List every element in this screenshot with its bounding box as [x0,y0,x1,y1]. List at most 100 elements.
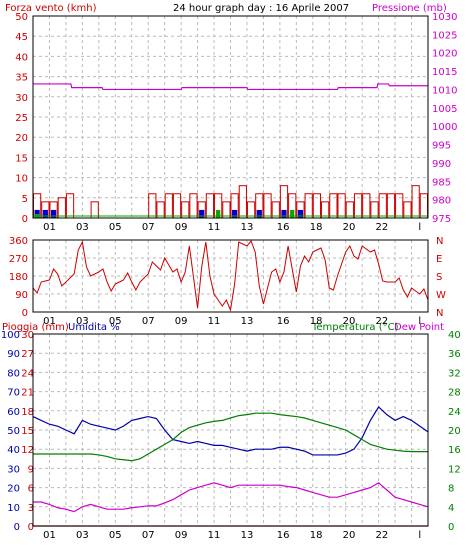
rain-tick-label: 18 [21,407,34,418]
climate-x-tick-label: 03 [76,530,89,541]
rain-tick-label: 3 [28,503,34,514]
wind-tick-label: 35 [15,73,28,84]
wind-x-tick-label: 11 [208,222,221,233]
temperature-tick-label: 32 [448,368,461,379]
temperature-line [33,412,428,462]
climate-plot-frame [32,333,429,527]
compass-label: S [436,272,442,283]
climate-x-tick-label: l [418,530,421,541]
wind-gust-bar [411,185,420,219]
rain-axis-label: Pioggia (mm) [2,322,69,333]
direction-x-tick-label: 16 [277,316,290,327]
direction-x-tick-label: l [418,316,421,327]
direction-tick-label: 90 [15,290,28,301]
pressure-tick-label: 975 [432,214,451,225]
temperature-tick-label: 40 [448,330,461,341]
direction-x-tick-label: 22 [376,316,389,327]
temperature-tick-label: 24 [448,407,461,418]
wind-tick-label: 10 [15,174,28,185]
pressure-axis-label: Pressione (mb) [372,3,447,14]
wind-calm-bar [216,209,221,218]
humidity-tick-label: 10 [7,503,20,514]
wind-tick-label: 30 [15,93,28,104]
wind-direction-line [32,240,429,312]
wind-tick-label: 25 [15,113,28,124]
humidity-axis-label: Umidita % [68,322,120,333]
direction-x-tick-label: 18 [310,316,323,327]
temperature-tick-label: 4 [448,503,454,514]
wind-x-tick-label: 18 [310,222,323,233]
wind-axis-label: Forza vento (kmh) [5,3,97,14]
climate-x-tick-label: 09 [175,530,188,541]
rain-tick-label: 30 [21,330,34,341]
temperature-tick-label: 8 [448,484,454,495]
wind-avg-bar [199,209,205,218]
rain-tick-label: 0 [28,522,34,533]
humidity-tick-label: 60 [7,407,20,418]
pressure-tick-label: 985 [432,177,451,188]
pressure-tick-label: 990 [432,159,451,170]
wind-avg-bar [232,209,238,218]
pressure-tick-label: 1005 [432,104,457,115]
direction-tick-label: 360 [9,236,28,247]
wind-tick-label: 5 [22,194,28,205]
humidity-tick-label: 30 [7,464,20,475]
compass-label: E [436,254,442,265]
wind-avg-bar [50,209,57,218]
pressure-tick-label: 1030 [432,12,457,23]
dewpoint-line [33,482,429,513]
humidity-tick-label: 50 [7,426,20,437]
wind-x-tick-label: 03 [76,222,89,233]
wind-avg-bar [297,209,304,218]
direction-x-tick-label: 20 [343,316,356,327]
temperature-tick-label: 20 [448,426,461,437]
direction-x-tick-label: 09 [175,316,188,327]
climate-x-tick-label: 13 [241,530,254,541]
wind-avg-bar [34,209,40,218]
compass-label: N [436,308,443,319]
wind-avg-bar [256,209,262,218]
climate-x-tick-label: 01 [43,530,56,541]
wind-x-tick-label: 01 [43,222,56,233]
wind-tick-label: 45 [15,32,28,43]
wind-x-tick-label: 16 [277,222,290,233]
direction-tick-label: 270 [9,254,28,265]
climate-x-tick-label: 07 [142,530,155,541]
climate-x-tick-label: 16 [277,530,290,541]
compass-label: W [436,290,446,301]
wind-tick-label: 20 [15,133,28,144]
pressure-line [33,83,428,91]
humidity-tick-label: 70 [7,388,20,399]
pressure-tick-label: 980 [432,196,451,207]
humidity-tick-label: 0 [14,522,20,533]
rain-tick-label: 27 [21,349,34,360]
pressure-tick-label: 1025 [432,30,457,41]
humidity-tick-label: 90 [7,349,20,360]
wind-avg-bar [281,209,287,218]
temperature-tick-label: 36 [448,349,461,360]
direction-x-tick-label: 01 [43,316,56,327]
direction-tick-label: 0 [22,308,28,319]
direction-tick-label: 180 [9,272,28,283]
humidity-tick-label: 100 [1,330,20,341]
rain-tick-label: 6 [28,484,34,495]
climate-x-tick-label: 18 [310,530,323,541]
rain-tick-label: 12 [21,445,34,456]
temperature-tick-label: 0 [448,522,454,533]
wind-tick-label: 15 [15,153,28,164]
climate-x-tick-label: 20 [343,530,356,541]
climate-x-tick-label: 05 [109,530,122,541]
dewpoint-axis-label: Dew Point [394,322,444,333]
pressure-tick-label: 1010 [432,85,457,96]
rain-tick-label: 21 [21,388,34,399]
rain-tick-label: 15 [21,426,34,437]
chart-title: 24 hour graph day : 16 Aprile 2007 [173,3,349,14]
wind-calm-bar [290,209,295,218]
wind-x-tick-label: 05 [109,222,122,233]
direction-x-tick-label: 11 [208,316,221,327]
rain-tick-label: 24 [21,368,34,379]
humidity-tick-label: 20 [7,484,20,495]
wind-tick-label: 50 [15,12,28,23]
